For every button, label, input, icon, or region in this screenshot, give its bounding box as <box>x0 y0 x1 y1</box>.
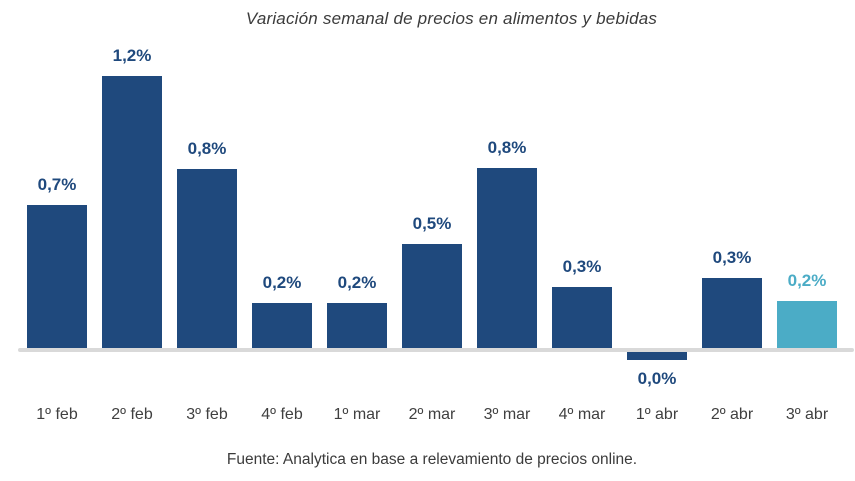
bar-1-abr <box>627 352 687 360</box>
value-label-1-feb: 0,7% <box>37 175 77 194</box>
value-label-4-feb: 0,2% <box>262 273 302 292</box>
value-label-2-feb: 1,2% <box>112 46 152 65</box>
bar-1-mar <box>327 303 387 348</box>
x-axis-label-1-mar: 1º mar <box>333 406 381 423</box>
value-label-3-feb: 0,8% <box>187 139 227 158</box>
bar-3-feb <box>177 169 237 348</box>
x-axis-label-2-feb: 2º feb <box>111 406 153 423</box>
x-axis-label-3-mar: 3º mar <box>483 406 531 423</box>
value-label-2-mar: 0,5% <box>412 214 452 233</box>
bar-2-mar <box>402 244 462 348</box>
value-label-3-mar: 0,8% <box>487 138 527 157</box>
bar-4-mar <box>552 287 612 348</box>
x-axis-label-2-mar: 2º mar <box>408 406 456 423</box>
x-axis-label-3-abr: 3º abr <box>785 406 829 423</box>
x-axis-label-4-feb: 4º feb <box>261 406 303 423</box>
bar-4-feb <box>252 303 312 348</box>
x-axis-label-4-mar: 4º mar <box>558 406 606 423</box>
value-label-1-mar: 0,2% <box>337 273 377 292</box>
value-label-1-abr: 0,0% <box>637 369 677 388</box>
x-axis-label-1-abr: 1º abr <box>635 406 679 423</box>
bar-2-abr <box>702 278 762 348</box>
x-axis-label-2-abr: 2º abr <box>710 406 754 423</box>
value-label-4-mar: 0,3% <box>562 257 602 276</box>
value-label-3-abr: 0,2% <box>787 271 827 290</box>
chart-title: Variación semanal de precios en alimento… <box>245 9 658 28</box>
bar-1-feb <box>27 205 87 348</box>
x-axis-label-1-feb: 1º feb <box>36 406 78 423</box>
bar-2-feb <box>102 76 162 348</box>
bar-3-mar <box>477 168 537 348</box>
value-label-2-abr: 0,3% <box>712 248 752 267</box>
x-axis-line <box>18 348 854 352</box>
x-axis-label-3-feb: 3º feb <box>186 406 228 423</box>
source-note: Fuente: Analytica en base a relevamiento… <box>226 451 638 468</box>
bar-3-abr <box>777 301 837 348</box>
